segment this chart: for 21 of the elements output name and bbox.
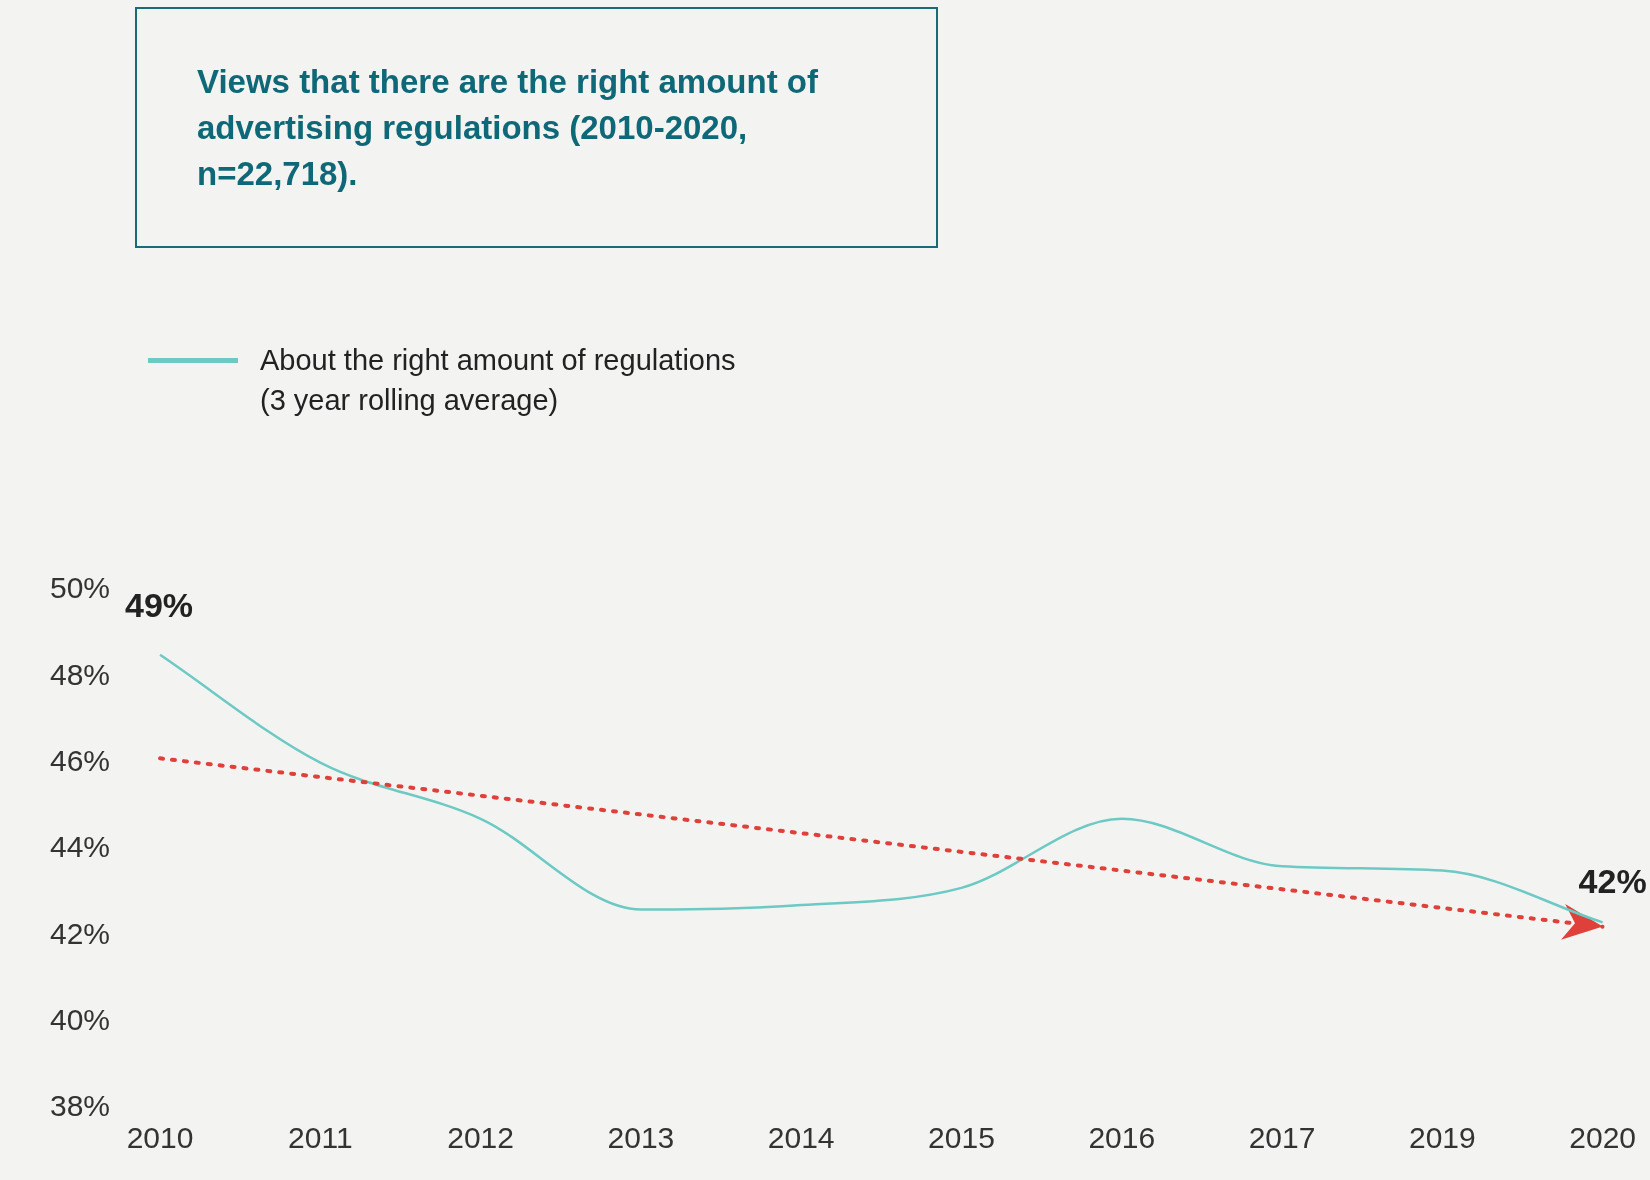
y-tick-label: 44% xyxy=(50,830,111,864)
x-tick-label: 2019 xyxy=(1408,1121,1476,1155)
x-tick-label: 2012 xyxy=(447,1121,514,1155)
x-tick-label: 2017 xyxy=(1248,1121,1316,1155)
y-tick-label: 40% xyxy=(50,1002,111,1036)
x-tick-label: 2015 xyxy=(928,1121,995,1155)
legend-label: About the right amount of regulations (3 year rolling average) xyxy=(260,343,736,418)
x-tick-label: 2013 xyxy=(607,1121,675,1155)
annotation: 42% xyxy=(1578,861,1647,900)
x-tick-label: 2016 xyxy=(1088,1121,1156,1155)
y-tick-label: 42% xyxy=(50,916,111,950)
y-tick-label: 38% xyxy=(50,1089,111,1123)
x-tick-label: 2014 xyxy=(767,1121,835,1155)
x-tick-label: 2020 xyxy=(1569,1121,1637,1155)
chart-title: Views that there are the right amount of advertising regulations (2010-2020, n=22,718). xyxy=(135,7,938,248)
y-tick-label: 48% xyxy=(50,657,111,691)
y-tick-label: 46% xyxy=(50,743,111,777)
annotation: 49% xyxy=(125,586,194,625)
x-tick-label: 2011 xyxy=(288,1121,353,1155)
x-tick-label: 2010 xyxy=(126,1121,194,1155)
y-tick-label: 50% xyxy=(50,571,111,605)
